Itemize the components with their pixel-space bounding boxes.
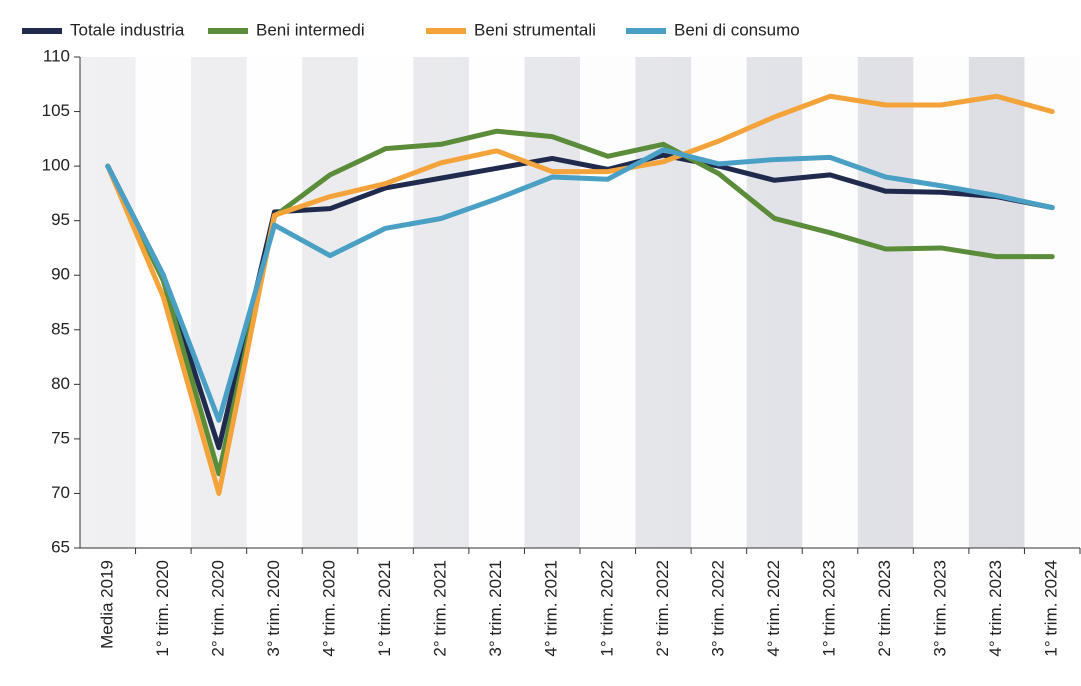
x-tick-label: 3° trim. 2020 <box>264 560 283 657</box>
x-tick-label: 4° trim. 2022 <box>764 560 783 657</box>
legend-label: Beni intermedi <box>256 20 365 39</box>
stripe <box>1024 57 1080 548</box>
stripe <box>468 57 525 548</box>
x-tick-label: 3° trim. 2022 <box>708 560 727 657</box>
legend-label: Totale industria <box>70 20 185 39</box>
x-tick-label: 2° trim. 2023 <box>875 560 894 657</box>
x-tick-label: 4° trim. 2020 <box>319 560 338 657</box>
stripe <box>357 57 414 548</box>
x-tick-label: 1° trim. 2022 <box>597 560 616 657</box>
series-line <box>105 147 1055 423</box>
y-tick-label: 90 <box>51 265 70 284</box>
x-tick-label: 4° trim. 2023 <box>986 560 1005 657</box>
x-tick-label: 1° trim. 2024 <box>1042 560 1061 657</box>
x-tick-label: 1° trim. 2020 <box>153 560 172 657</box>
y-tick-label: 80 <box>51 374 70 393</box>
legend-label: Beni strumentali <box>474 20 596 39</box>
stripe <box>802 57 858 548</box>
legend-label: Beni di consumo <box>674 20 800 39</box>
x-tick-label: 1° trim. 2023 <box>819 560 838 657</box>
x-tick-label: 2° trim. 2020 <box>208 560 227 657</box>
y-tick-label: 95 <box>51 210 70 229</box>
x-tick-label: 2° trim. 2021 <box>431 560 450 657</box>
y-tick-label: 105 <box>42 101 70 120</box>
x-tick-label: 3° trim. 2021 <box>486 560 505 657</box>
x-tick-label: 1° trim. 2021 <box>375 560 394 657</box>
x-tick-label: 4° trim. 2021 <box>542 560 561 657</box>
y-tick-label: 100 <box>42 156 70 175</box>
y-tick-label: 70 <box>51 483 70 502</box>
x-tick-label: 3° trim. 2023 <box>931 560 950 657</box>
y-tick-label: 65 <box>51 537 70 556</box>
y-tick-label: 75 <box>51 428 70 447</box>
x-tick-label: 2° trim. 2022 <box>653 560 672 657</box>
y-tick-label: 110 <box>43 46 70 65</box>
x-tick-label: Media 2019 <box>97 560 116 649</box>
stripe <box>913 57 969 548</box>
stripe <box>580 57 636 548</box>
y-tick-label: 85 <box>51 319 70 338</box>
